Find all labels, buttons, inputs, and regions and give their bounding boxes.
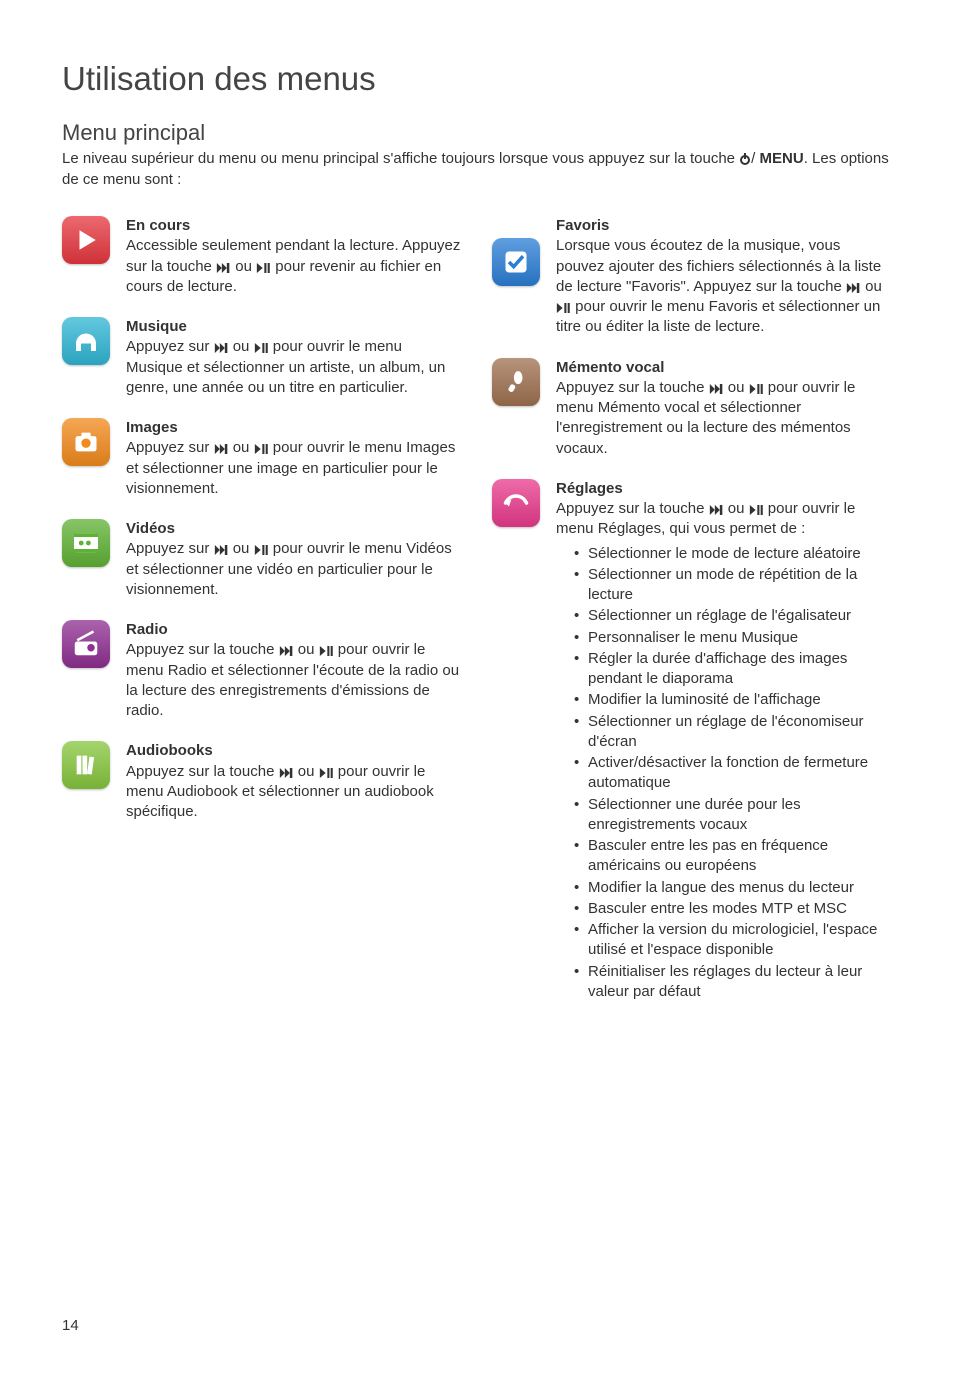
entry-favoris: Favoris Lorsque vous écoutez de la musiq… bbox=[492, 216, 892, 338]
next-icon bbox=[846, 283, 861, 293]
entry-radio: Radio Appuyez sur la touche ou pour ouvr… bbox=[62, 620, 462, 721]
reglages-bullet: Sélectionner une durée pour les enregist… bbox=[574, 795, 892, 836]
images-title: Images bbox=[126, 418, 462, 438]
next-icon bbox=[279, 768, 294, 778]
section-heading: Menu principal bbox=[62, 120, 892, 146]
audiobooks-icon bbox=[62, 741, 110, 789]
memo-icon bbox=[492, 358, 540, 406]
playpause-icon bbox=[256, 263, 271, 273]
favoris-title: Favoris bbox=[556, 216, 892, 236]
music-icon bbox=[62, 317, 110, 365]
intro-text: Le niveau supérieur du menu ou menu prin… bbox=[62, 148, 892, 190]
musique-title: Musique bbox=[126, 317, 462, 337]
playpause-icon bbox=[556, 303, 571, 313]
radio-icon bbox=[62, 620, 110, 668]
images-icon bbox=[62, 418, 110, 466]
reglages-bullet: Sélectionner le mode de lecture aléatoir… bbox=[574, 544, 892, 564]
settings-icon bbox=[492, 479, 540, 527]
next-icon bbox=[709, 505, 724, 515]
reglages-bullet: Basculer entre les pas en fréquence amér… bbox=[574, 836, 892, 877]
entry-musique: Musique Appuyez sur ou pour ouvrir le me… bbox=[62, 317, 462, 398]
entry-audiobooks: Audiobooks Appuyez sur la touche ou pour… bbox=[62, 741, 462, 822]
entry-memento: Mémento vocal Appuyez sur la touche ou p… bbox=[492, 358, 892, 459]
entry-reglages: Réglages Appuyez sur la touche ou pour o… bbox=[492, 479, 892, 1003]
playpause-icon bbox=[749, 505, 764, 515]
reglages-bullet: Activer/désactiver la fonction de fermet… bbox=[574, 753, 892, 794]
intro-part1: Le niveau supérieur du menu ou menu prin… bbox=[62, 150, 739, 167]
encours-title: En cours bbox=[126, 216, 462, 236]
next-icon bbox=[279, 646, 294, 656]
playpause-icon bbox=[319, 646, 334, 656]
reglages-bullet: Sélectionner un réglage de l'égalisateur bbox=[574, 606, 892, 626]
next-icon bbox=[709, 384, 724, 394]
menu-columns: En cours Accessible seulement pendant la… bbox=[62, 216, 892, 1023]
memento-title: Mémento vocal bbox=[556, 358, 892, 378]
intro-menu: MENU bbox=[760, 150, 804, 167]
next-icon bbox=[214, 343, 229, 353]
page-heading: Utilisation des menus bbox=[62, 60, 892, 98]
audiobooks-title: Audiobooks bbox=[126, 741, 462, 761]
power-icon bbox=[739, 153, 751, 165]
entry-videos: Vidéos Appuyez sur ou pour ouvrir le men… bbox=[62, 519, 462, 600]
reglages-bullet: Modifier la langue des menus du lecteur bbox=[574, 878, 892, 898]
reglages-bullet: Sélectionner un mode de répétition de la… bbox=[574, 565, 892, 606]
playpause-icon bbox=[319, 768, 334, 778]
reglages-bullet: Afficher la version du micrologiciel, l'… bbox=[574, 920, 892, 961]
radio-title: Radio bbox=[126, 620, 462, 640]
next-icon bbox=[214, 545, 229, 555]
slash: / bbox=[751, 150, 759, 167]
playpause-icon bbox=[254, 343, 269, 353]
reglages-bullet: Sélectionner un réglage de l'économiseur… bbox=[574, 712, 892, 753]
page-number: 14 bbox=[62, 1317, 79, 1334]
reglages-title: Réglages bbox=[556, 479, 892, 499]
favorites-icon bbox=[492, 238, 540, 286]
reglages-bullet: Modifier la luminosité de l'affichage bbox=[574, 690, 892, 710]
left-column: En cours Accessible seulement pendant la… bbox=[62, 216, 462, 1023]
entry-encours: En cours Accessible seulement pendant la… bbox=[62, 216, 462, 297]
reglages-bullet: Régler la durée d'affichage des images p… bbox=[574, 649, 892, 690]
videos-title: Vidéos bbox=[126, 519, 462, 539]
reglages-bullet: Basculer entre les modes MTP et MSC bbox=[574, 899, 892, 919]
playpause-icon bbox=[254, 444, 269, 454]
entry-images: Images Appuyez sur ou pour ouvrir le men… bbox=[62, 418, 462, 499]
right-column: Favoris Lorsque vous écoutez de la musiq… bbox=[492, 216, 892, 1023]
play-icon bbox=[62, 216, 110, 264]
reglages-bullet: Personnaliser le menu Musique bbox=[574, 628, 892, 648]
reglages-bullets: Sélectionner le mode de lecture aléatoir… bbox=[556, 544, 892, 1003]
videos-icon bbox=[62, 519, 110, 567]
playpause-icon bbox=[254, 545, 269, 555]
playpause-icon bbox=[749, 384, 764, 394]
next-icon bbox=[214, 444, 229, 454]
reglages-bullet: Réinitialiser les réglages du lecteur à … bbox=[574, 962, 892, 1003]
next-icon bbox=[216, 263, 231, 273]
